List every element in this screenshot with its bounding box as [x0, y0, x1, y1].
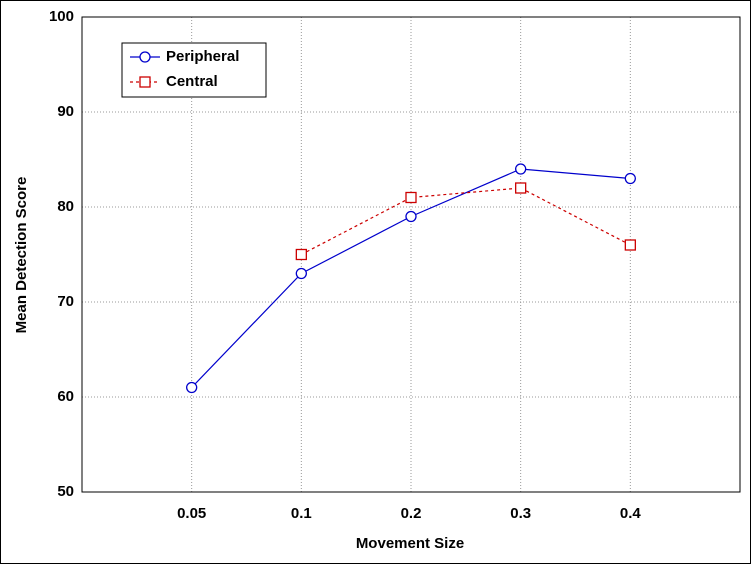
plot-area	[81, 16, 741, 493]
series-line	[301, 187, 631, 256]
y-tick-label: 90	[57, 103, 74, 120]
y-tick-label: 100	[49, 8, 74, 25]
y-tick-label: 80	[57, 198, 74, 215]
x-tick-label: 0.4	[620, 505, 642, 522]
x-tick-label: 0.1	[291, 505, 312, 522]
x-axis-label: Movement Size	[356, 535, 464, 552]
y-axis-label: Mean Detection Score	[13, 177, 30, 334]
y-tick-label: 70	[57, 293, 74, 310]
legend-label: Central	[166, 73, 218, 90]
legend-label: Peripheral	[166, 48, 239, 65]
x-tick-label: 0.3	[510, 505, 531, 522]
marker	[515, 182, 527, 194]
marker	[405, 191, 417, 204]
marker	[295, 248, 307, 261]
marker	[295, 267, 307, 280]
marker	[139, 51, 151, 63]
y-tick-label: 50	[57, 483, 74, 500]
marker	[405, 210, 417, 223]
marker	[515, 163, 527, 175]
marker	[624, 172, 636, 185]
marker	[624, 239, 636, 251]
marker	[186, 381, 198, 394]
x-tick-label: 0.05	[177, 505, 206, 522]
y-tick-label: 60	[57, 388, 74, 405]
marker	[139, 76, 151, 88]
x-tick-label: 0.2	[401, 505, 422, 522]
